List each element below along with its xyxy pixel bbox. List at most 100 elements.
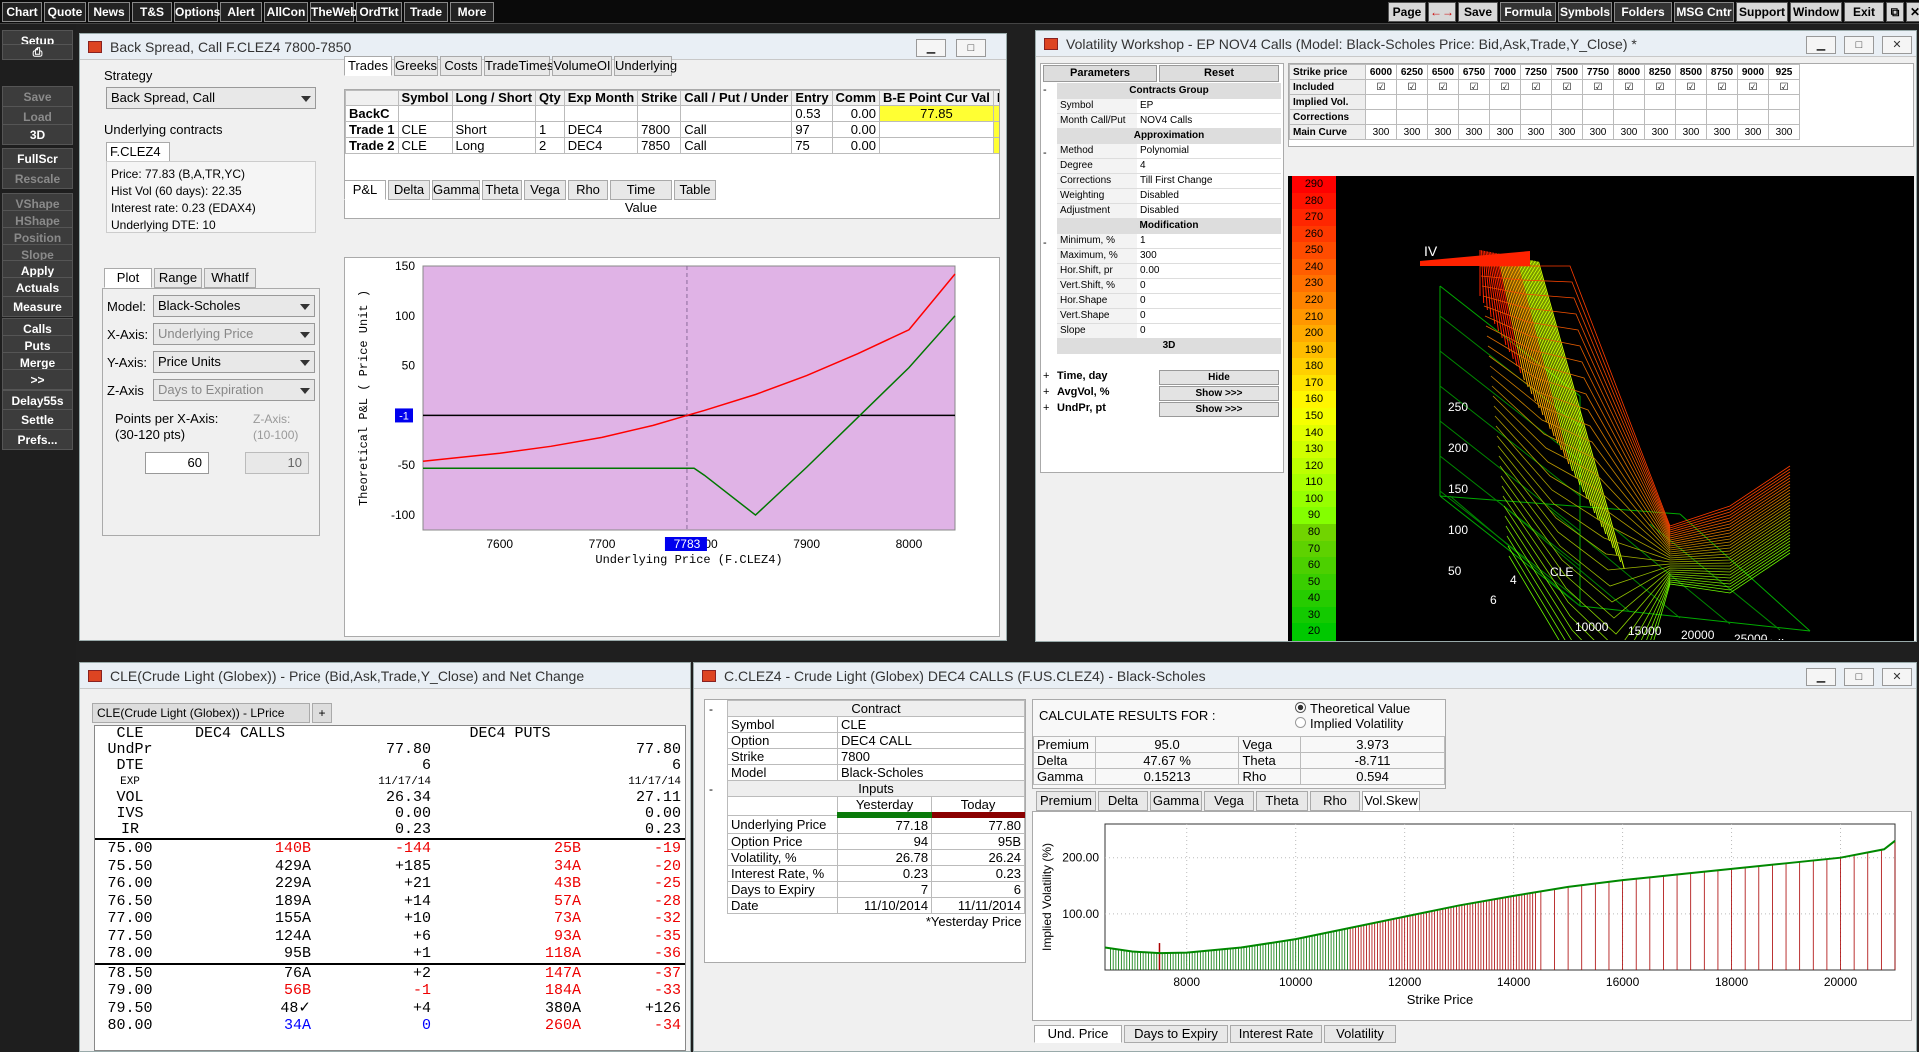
maximize-button[interactable]: □ — [1844, 36, 1874, 54]
include-checkbox[interactable]: ☑ — [1396, 79, 1428, 95]
strike-row[interactable]: 80.00 34A 0 260A -34 — [95, 1017, 685, 1035]
params-button[interactable]: Parameters — [1043, 65, 1157, 82]
zaxis2-input[interactable]: 10 — [245, 452, 309, 474]
expand-icon[interactable]: + — [1043, 402, 1050, 414]
param-value[interactable]: Till First Change — [1137, 173, 1281, 189]
strike-row[interactable]: 77.50 124A +6 93A -35 — [95, 928, 685, 946]
sidebar-calls[interactable]: Calls — [2, 318, 73, 339]
radio-implied[interactable]: Implied Volatility — [1295, 716, 1403, 731]
input-value[interactable]: 94 — [836, 833, 933, 850]
nav-arrows-icon[interactable]: ←→ — [1428, 2, 1456, 22]
include-checkbox[interactable]: ☑ — [1551, 79, 1583, 95]
param-value[interactable]: Polynomial — [1137, 143, 1281, 159]
param-row[interactable]: Vert.Shift, % 0 — [1057, 278, 1281, 294]
input-value[interactable]: 0.23 — [931, 865, 1025, 882]
param-value[interactable]: 0.00 — [1137, 263, 1281, 279]
tab-greeks[interactable]: Greeks — [394, 56, 438, 76]
window-close-icon[interactable]: ✕ — [1906, 2, 1919, 22]
bottom-tab-volatility[interactable]: Volatility — [1324, 1025, 1396, 1043]
param-value[interactable]: Disabled — [1137, 203, 1281, 219]
add-tab-button[interactable]: + — [312, 703, 332, 723]
param-value[interactable]: 0 — [1137, 323, 1281, 339]
param-row[interactable]: Month Call/Put NOV4 Calls — [1057, 113, 1281, 129]
tab-costs[interactable]: Costs — [440, 56, 482, 76]
sidebar-measure[interactable]: Measure — [2, 296, 73, 317]
tab-volumeoi[interactable]: VolumeOI — [552, 56, 612, 76]
menu-formula[interactable]: Formula — [1500, 2, 1556, 22]
minimize-button[interactable]: ▁ — [1806, 36, 1836, 54]
param-value[interactable]: 300 — [1137, 248, 1281, 264]
input-row[interactable]: Volatility, % 26.78 26.24 — [727, 849, 1025, 866]
param-row[interactable]: Slope 0 — [1057, 323, 1281, 339]
strategy-select[interactable]: Back Spread, Call — [106, 87, 316, 109]
sidebar-3d[interactable]: 3D — [2, 124, 73, 145]
input-value[interactable]: 77.18 — [836, 814, 933, 834]
input-value[interactable]: 95B — [931, 833, 1025, 850]
maximize-button[interactable]: □ — [956, 39, 986, 57]
collapse-icon[interactable]: - — [1043, 147, 1047, 159]
extra-button[interactable]: Hide — [1159, 370, 1279, 385]
include-checkbox[interactable]: ☑ — [1613, 79, 1645, 95]
sidebar-save[interactable]: Save — [2, 86, 73, 107]
menu-page[interactable]: Page — [1388, 2, 1426, 22]
param-value[interactable]: 0 — [1137, 278, 1281, 294]
tab-tradetimes[interactable]: TradeTimes — [484, 56, 553, 76]
menu-allcon[interactable]: AllCon — [264, 2, 308, 22]
tab-underlying[interactable]: Underlying — [614, 56, 677, 76]
sidebar-delay55s[interactable]: Delay55s — [2, 390, 73, 411]
radio-theoretical[interactable]: Theoretical Value — [1295, 701, 1410, 716]
input-value[interactable]: 0.23 — [836, 865, 933, 882]
include-checkbox[interactable]: ☑ — [1520, 79, 1552, 95]
include-checkbox[interactable]: ☑ — [1768, 79, 1800, 95]
collapse-icon[interactable]: - — [709, 702, 713, 716]
points-input[interactable]: 60 — [145, 452, 209, 474]
menu-save[interactable]: Save — [1458, 2, 1498, 22]
tab-whatif[interactable]: WhatIf — [204, 268, 256, 288]
param-value[interactable]: 4 — [1137, 158, 1281, 174]
param-row[interactable]: Approximation — [1057, 128, 1281, 144]
include-checkbox[interactable]: ☑ — [1737, 79, 1769, 95]
sidebar-rescale[interactable]: Rescale — [2, 168, 73, 189]
menu-more[interactable]: More — [450, 2, 494, 22]
tab-delta[interactable]: Delta — [388, 180, 430, 200]
bottom-tab-interest-rate[interactable]: Interest Rate — [1230, 1025, 1322, 1043]
include-checkbox[interactable]: ☑ — [1706, 79, 1738, 95]
model-select[interactable]: Black-Scholes — [153, 295, 315, 317]
input-value[interactable]: 26.78 — [836, 849, 933, 866]
contract-tab[interactable]: F.CLEZ4 — [106, 142, 170, 162]
minimize-button[interactable]: ▁ — [916, 39, 946, 57]
param-row[interactable]: Weighting Disabled — [1057, 188, 1281, 204]
input-row[interactable]: Interest Rate, % 0.23 0.23 — [727, 865, 1025, 882]
tab-time-value[interactable]: Time Value — [610, 180, 672, 215]
param-value[interactable]: 1 — [1137, 233, 1281, 249]
sidebar-vshape[interactable]: VShape — [2, 193, 73, 214]
collapse-icon[interactable]: - — [1043, 237, 1047, 249]
strike-row[interactable]: 78.00 95B +1 118A -36 — [95, 945, 685, 964]
include-checkbox[interactable]: ☑ — [1675, 79, 1707, 95]
menu-folders[interactable]: Folders — [1614, 2, 1672, 22]
menu-msg-cntr[interactable]: MSG Cntr — [1674, 2, 1734, 22]
tab-p-l[interactable]: P&L — [344, 180, 386, 200]
param-row[interactable]: Minimum, % 1 — [1057, 233, 1281, 249]
close-button[interactable]: ✕ — [1882, 668, 1912, 686]
sidebar-settle[interactable]: Settle — [2, 409, 73, 430]
close-button[interactable]: ✕ — [1882, 36, 1912, 54]
menu-support[interactable]: Support — [1736, 2, 1788, 22]
param-row[interactable]: Vert.Shape 0 — [1057, 308, 1281, 324]
xaxis-select[interactable]: Underlying Price — [153, 323, 315, 345]
menu-quote[interactable]: Quote — [44, 2, 86, 22]
tab-range[interactable]: Range — [154, 268, 202, 288]
sidebar-prefs[interactable]: Prefs... — [2, 429, 73, 450]
tab-plot[interactable]: Plot — [104, 268, 152, 288]
bottom-tab-und-price[interactable]: Und. Price — [1034, 1025, 1122, 1043]
menu-symbols[interactable]: Symbols — [1558, 2, 1612, 22]
tab-rho[interactable]: Rho — [1310, 791, 1360, 811]
param-row[interactable]: Corrections Till First Change — [1057, 173, 1281, 189]
tab-vol-skew[interactable]: Vol.Skew — [1362, 791, 1420, 811]
param-row[interactable]: Modification — [1057, 218, 1281, 234]
tab-gamma[interactable]: Gamma — [1150, 791, 1202, 811]
input-value[interactable]: 7 — [836, 881, 933, 898]
menu-alert[interactable]: Alert — [220, 2, 262, 22]
